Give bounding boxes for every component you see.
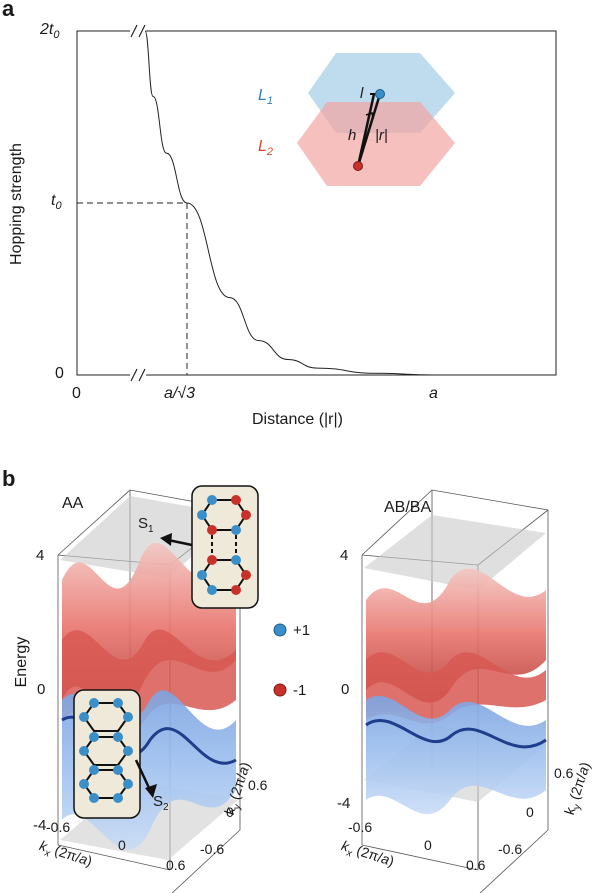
abba-etick-neg4: -4	[337, 795, 351, 812]
inset-r: |r|	[375, 127, 388, 144]
xtick-0: 0	[72, 385, 81, 402]
atom-bottom	[353, 161, 363, 171]
aa-kx-tick-pos: 0.6	[166, 857, 186, 873]
aa-ky-tick-pos: 0.6	[248, 777, 268, 793]
abba-ky-tick-pos: 0.6	[554, 765, 574, 781]
abba-kx-tick-0: 0	[424, 837, 432, 853]
abba-etick-4: 4	[340, 547, 349, 564]
legend-minus1-sphere	[273, 683, 287, 697]
abba-kx-tick-neg: -0.6	[348, 819, 373, 835]
abba-top-plane	[364, 515, 546, 590]
axis-break-top	[130, 24, 146, 38]
abba-ky-tick-neg: -0.6	[498, 841, 523, 857]
inset-l2: L2	[258, 138, 274, 159]
aa-etick-4: 4	[36, 547, 45, 564]
panel-b-letter: b	[2, 466, 16, 491]
s1-unit-cell-inset	[191, 485, 259, 609]
bond-h	[356, 93, 376, 167]
s1-label: S1	[138, 515, 154, 535]
aa-ky-tick-neg: -0.6	[200, 841, 225, 857]
aa-title: AA	[62, 495, 84, 512]
hopping-curve	[144, 30, 551, 376]
xtick-a: a	[429, 385, 438, 402]
abba-red-band-2	[366, 652, 546, 724]
legend-minus1-label: -1	[293, 682, 307, 699]
abba-ky-tick-0: 0	[526, 804, 534, 820]
aa-etick-neg4: -4	[33, 817, 47, 834]
s2-arrowhead	[145, 784, 157, 798]
layer-l2-hexagon	[297, 102, 455, 186]
s2-label: S2	[153, 793, 169, 813]
atom-top	[375, 89, 385, 99]
aa-kx-tick-neg: -0.6	[46, 819, 71, 835]
ytick-2t0: 2t0	[40, 21, 60, 42]
s2-unit-cell-inset	[73, 689, 141, 819]
abba-title: AB/BA	[384, 499, 432, 516]
abba-kx-tick-pos: 0.6	[466, 857, 486, 873]
x-axis-label: Distance (|r|)	[252, 411, 343, 428]
inset-l: l	[360, 85, 364, 102]
panel-a-letter: a	[2, 0, 15, 21]
inset-h: h	[348, 127, 357, 144]
aa-kx-tick-0: 0	[118, 837, 126, 853]
abba-etick-0: 0	[341, 681, 350, 698]
right-angle-mark	[365, 112, 374, 120]
legend-plus1-label: +1	[293, 622, 311, 639]
aa-etick-0: 0	[37, 681, 46, 698]
abba-blue-band	[366, 695, 546, 815]
aa-ky-tick-0: 0	[226, 804, 234, 820]
s1-arrow	[167, 538, 193, 547]
ytick-t0: t0	[51, 192, 62, 213]
inset-l1: L1	[258, 87, 274, 108]
axis-break-bottom	[130, 368, 146, 382]
abba-blue-edge	[365, 719, 547, 749]
s2-arrow	[134, 759, 152, 791]
energy-label: Energy	[13, 636, 30, 688]
s1-arrowhead	[160, 533, 172, 546]
ytick-0: 0	[55, 365, 64, 382]
xtick-a-sqrt3: a/√3	[164, 385, 196, 402]
legend-plus1-sphere	[273, 623, 287, 637]
